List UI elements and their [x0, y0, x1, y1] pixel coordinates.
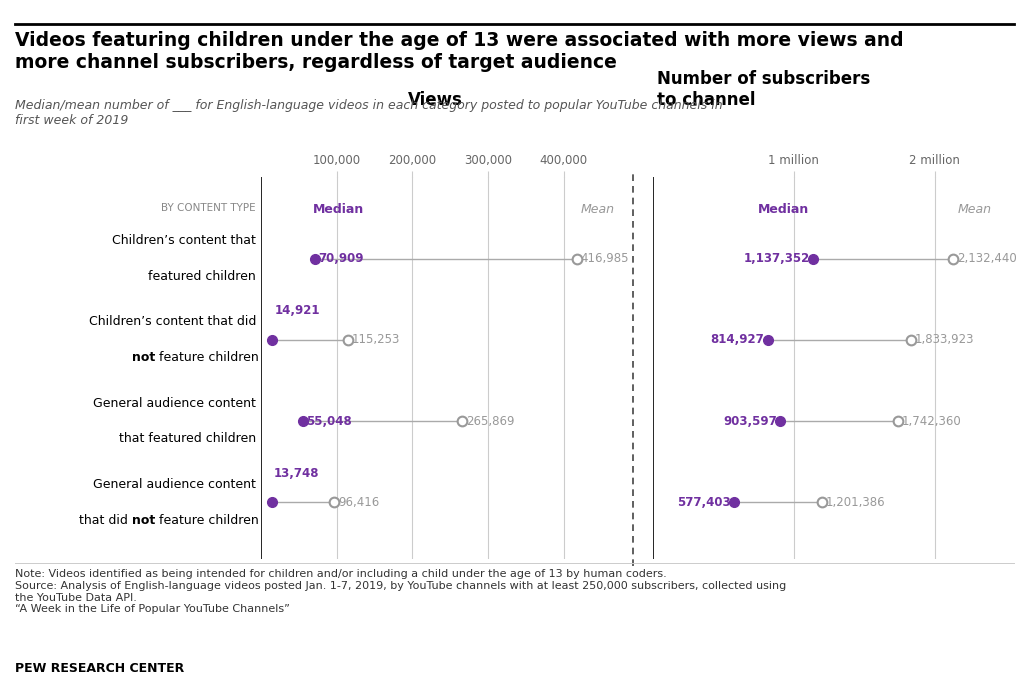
Text: Note: Videos identified as being intended for children and/or including a child : Note: Videos identified as being intende… — [15, 569, 786, 614]
Text: 2,132,440: 2,132,440 — [956, 252, 1017, 265]
Text: 416,985: 416,985 — [581, 252, 629, 265]
Text: Children’s content that did: Children’s content that did — [89, 316, 256, 329]
Text: feature children: feature children — [155, 514, 259, 527]
Text: 265,869: 265,869 — [466, 415, 515, 428]
Text: 13,748: 13,748 — [273, 466, 319, 479]
Text: featured children: featured children — [148, 270, 256, 283]
Text: General audience content: General audience content — [93, 478, 256, 491]
Text: that did: that did — [79, 514, 132, 527]
Text: 577,403: 577,403 — [677, 496, 731, 509]
Text: 70,909: 70,909 — [317, 252, 364, 265]
Text: 96,416: 96,416 — [338, 496, 379, 509]
Text: Views: Views — [408, 91, 463, 108]
Text: feature children: feature children — [155, 351, 259, 364]
Text: 1,137,352: 1,137,352 — [743, 252, 810, 265]
Text: 814,927: 814,927 — [711, 333, 764, 346]
Text: 14,921: 14,921 — [274, 304, 321, 317]
Text: Number of subscribers
to channel: Number of subscribers to channel — [657, 70, 870, 108]
Text: BY CONTENT TYPE: BY CONTENT TYPE — [162, 203, 256, 213]
Text: General audience content: General audience content — [93, 397, 256, 410]
Text: Median: Median — [758, 203, 809, 216]
Text: 903,597: 903,597 — [723, 415, 777, 428]
Text: 1,742,360: 1,742,360 — [902, 415, 962, 428]
Text: Mean: Mean — [957, 203, 991, 216]
Text: PEW RESEARCH CENTER: PEW RESEARCH CENTER — [15, 662, 184, 675]
Text: that featured children: that featured children — [119, 432, 256, 445]
Text: 115,253: 115,253 — [352, 333, 400, 346]
Text: 55,048: 55,048 — [306, 415, 351, 428]
Text: not: not — [132, 351, 155, 364]
Text: Mean: Mean — [581, 203, 614, 216]
Text: Videos featuring children under the age of 13 were associated with more views an: Videos featuring children under the age … — [15, 31, 904, 72]
Text: Children’s content that: Children’s content that — [112, 234, 256, 247]
Text: 1,201,386: 1,201,386 — [825, 496, 886, 509]
Text: Median: Median — [313, 203, 365, 216]
Text: not: not — [132, 514, 155, 527]
Text: 1,833,923: 1,833,923 — [914, 333, 974, 346]
Text: Median/mean number of ___ for English-language videos in each category posted to: Median/mean number of ___ for English-la… — [15, 99, 723, 127]
